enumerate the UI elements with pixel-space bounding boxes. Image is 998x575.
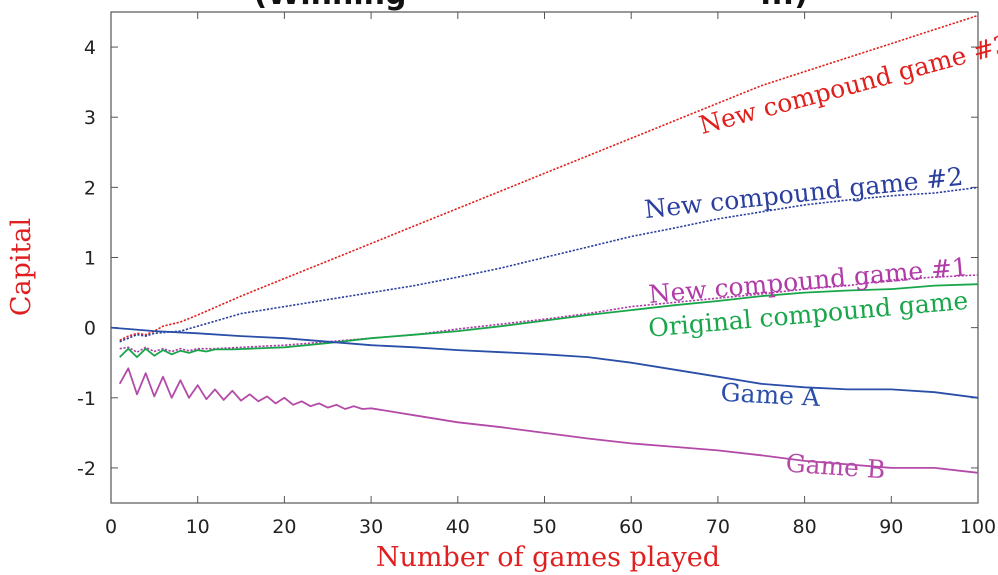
x-tick-label: 100 — [960, 516, 996, 538]
y-tick-label: 1 — [84, 248, 96, 270]
series-label-new2: New compound game #2 — [643, 162, 964, 224]
y-tick-label: 3 — [84, 107, 96, 129]
y-axis-title: Capital — [6, 218, 37, 316]
series-line-new3 — [119, 14, 979, 342]
series-line-gameB — [118, 367, 979, 474]
x-tick-label: 30 — [359, 516, 383, 538]
series-labels: New compound game #3 New compound game #2… — [643, 29, 998, 484]
series-line-new2 — [119, 186, 979, 343]
chart-title: (Winning ...) — [254, 0, 808, 12]
y-tick-label: -1 — [77, 388, 96, 410]
x-tick-label: 10 — [186, 516, 210, 538]
x-tick-label: 20 — [272, 516, 296, 538]
series-lines — [110, 14, 979, 474]
series-label-gameB: Game B — [785, 449, 886, 485]
series-label-gameA: Game A — [720, 378, 822, 412]
y-tick-label: 0 — [84, 318, 96, 340]
x-tick-label: 80 — [793, 516, 817, 538]
x-tick-label: 50 — [532, 516, 556, 538]
x-tick-label: 60 — [619, 516, 643, 538]
chart-title-tail: ...) — [760, 0, 808, 12]
series-label-new3: New compound game #3 — [696, 29, 998, 140]
x-tick-label: 0 — [105, 516, 117, 538]
series-line-original — [119, 283, 979, 359]
chart-title-text: (Winning — [254, 0, 407, 12]
y-tick-label: 4 — [84, 37, 96, 59]
x-tick-label: 40 — [446, 516, 470, 538]
y-axis-ticks: -2 -1 0 1 2 3 4 — [77, 37, 978, 480]
x-tick-label: 90 — [879, 516, 903, 538]
series-line-gameA — [110, 326, 979, 399]
y-tick-label: -2 — [77, 458, 96, 480]
x-tick-label: 70 — [706, 516, 730, 538]
x-axis-title: Number of games played — [376, 542, 720, 573]
x-axis-ticks: 0 10 20 30 40 50 60 70 80 90 100 — [105, 12, 996, 538]
y-tick-label: 2 — [84, 177, 96, 199]
